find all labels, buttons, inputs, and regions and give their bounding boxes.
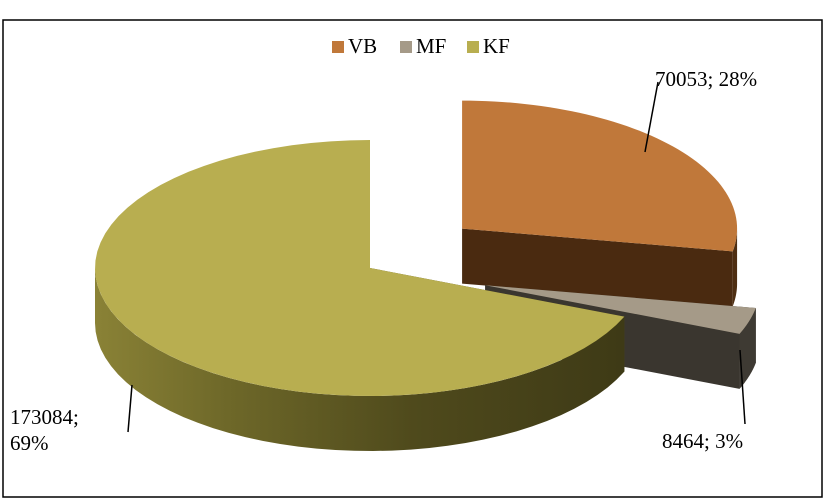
data-label: 70053; 28% (655, 67, 758, 91)
legend-swatch (332, 41, 344, 53)
legend-swatch (467, 41, 479, 53)
slice-side (95, 268, 625, 451)
legend-label: MF (416, 34, 446, 58)
leader-line (739, 349, 746, 425)
legend-label: VB (348, 34, 377, 58)
pie-slice (485, 285, 756, 334)
legend-label: KF (483, 34, 510, 58)
data-label: 173084; 69% (10, 405, 79, 455)
legend-swatch (400, 41, 412, 53)
pie-slice (95, 140, 625, 396)
leader-line (644, 81, 659, 153)
data-label: 8464; 3% (662, 429, 744, 453)
leader-line (127, 384, 133, 433)
pie-slice (462, 100, 738, 252)
slice-side (739, 307, 756, 389)
slice-wall (462, 228, 733, 307)
slice-side (732, 228, 738, 307)
